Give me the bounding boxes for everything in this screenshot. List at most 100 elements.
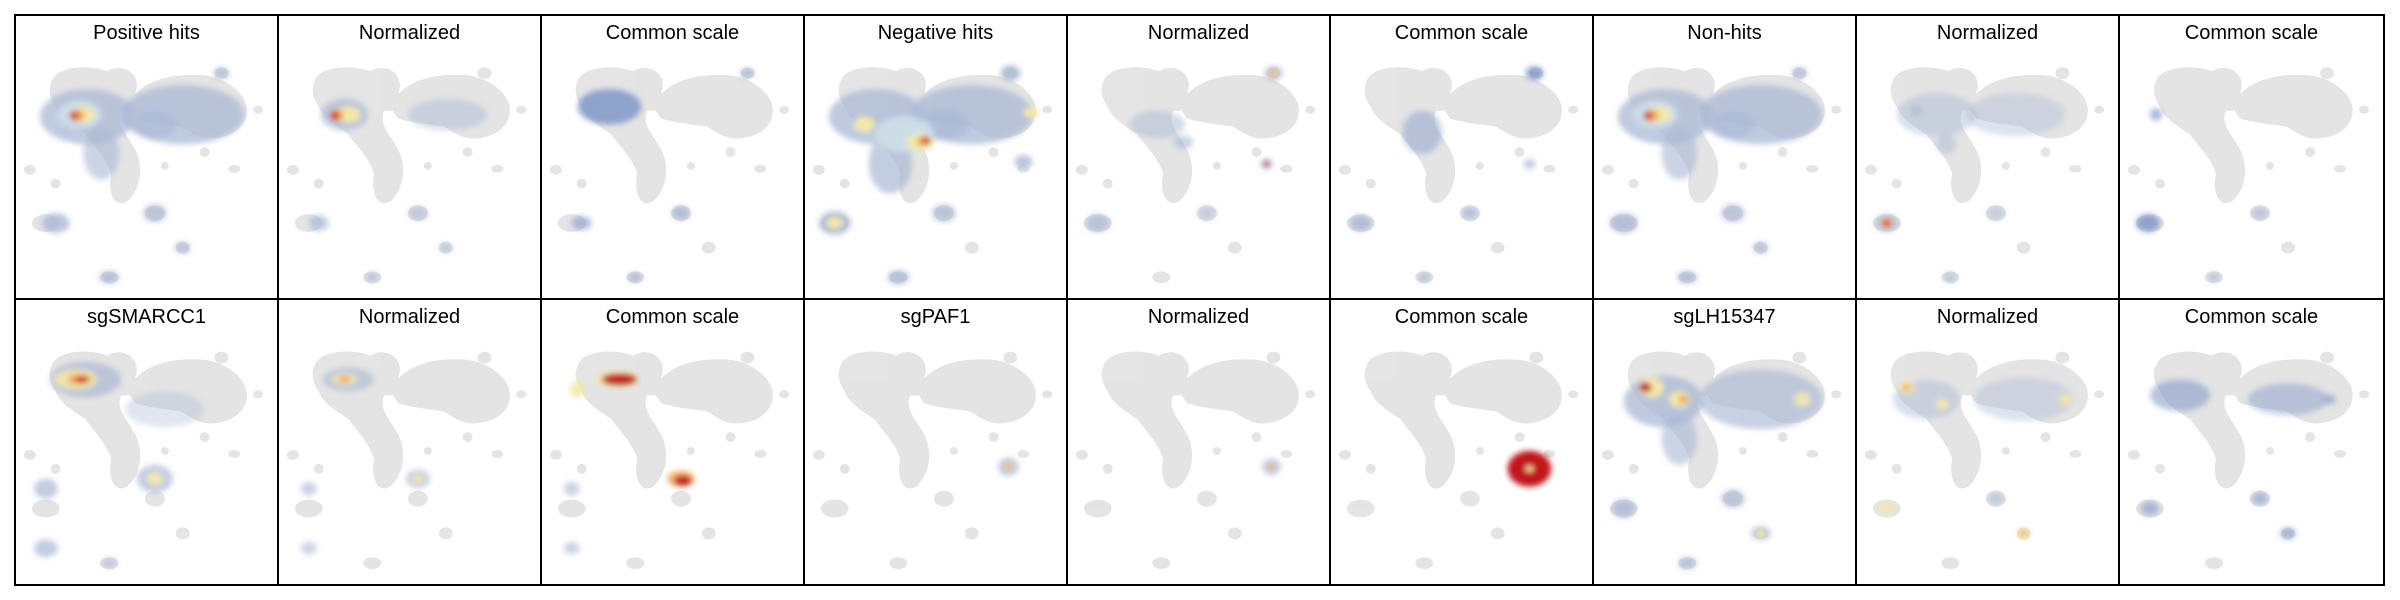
hotspot	[69, 111, 78, 120]
panel-c-common: Common scale	[2120, 16, 2383, 300]
density-plot	[286, 351, 527, 570]
hotspot	[932, 204, 956, 223]
hotspot	[300, 481, 317, 496]
panel-title: Common scale	[2184, 22, 2319, 44]
density-plot	[23, 351, 264, 570]
cell-cloud	[812, 351, 1053, 570]
hotspot	[1523, 158, 1536, 169]
hotspot	[308, 215, 329, 231]
density-hotspots	[300, 367, 430, 555]
hotspot	[1943, 272, 1958, 283]
hotspot	[75, 376, 88, 383]
density-hotspots	[563, 371, 695, 555]
hotspot	[2324, 394, 2336, 405]
hotspot	[1609, 213, 1638, 233]
hotspot	[1263, 160, 1270, 167]
density-hotspots	[2141, 379, 2336, 540]
hotspot	[1987, 206, 2005, 221]
hotspot	[1699, 85, 1823, 145]
panel-title: Common scale	[2184, 306, 2319, 328]
hotspot	[33, 539, 58, 558]
hotspot	[1721, 204, 1745, 223]
hotspot	[1791, 67, 1808, 80]
density-hotspots	[1507, 450, 1552, 487]
hotspot	[1198, 206, 1216, 221]
hotspot	[1752, 241, 1769, 254]
hotspot	[438, 242, 453, 253]
hotspot	[2252, 207, 2268, 220]
hotspot	[411, 474, 424, 483]
hotspot	[121, 85, 245, 145]
panel-d-hits: sgSMARCC1	[16, 300, 279, 584]
density-hotspots	[1085, 66, 1283, 232]
panel-title: Normalized	[1936, 306, 2039, 328]
figure-grid: Positive hits Normalized Common scale Negat…	[14, 14, 2385, 586]
hotspot	[1883, 220, 1890, 227]
panel-a-common: Common scale	[542, 16, 805, 300]
cell-cloud	[2128, 67, 2369, 284]
panel-f-norm: Normalized	[1857, 300, 2120, 584]
density-hotspots	[1611, 369, 1823, 570]
panel-title: Common scale	[1394, 22, 1529, 44]
hotspot	[2252, 492, 2268, 505]
hotspot	[125, 391, 205, 428]
hotspot	[1661, 128, 1698, 180]
hotspot	[143, 204, 167, 223]
hotspot	[2020, 530, 2027, 537]
hotspot	[174, 241, 191, 254]
cell-cloud	[286, 351, 527, 570]
density-hotspots	[33, 361, 205, 569]
hotspot	[1755, 529, 1766, 538]
density-plot	[2128, 67, 2369, 284]
cell-cloud	[1075, 351, 1316, 570]
panel-title: sgPAF1	[900, 306, 971, 328]
panel-title: Normalized	[1147, 22, 1250, 44]
cell-cloud	[549, 67, 790, 284]
hotspot	[1794, 392, 1811, 407]
panel-c-hits: Non-hits	[1594, 16, 1857, 300]
hotspot	[146, 472, 163, 485]
panel-title: Common scale	[605, 306, 740, 328]
density-hotspots	[2136, 108, 2268, 283]
hotspot	[672, 206, 690, 221]
hotspot	[826, 217, 843, 229]
hotspot	[338, 376, 351, 383]
panel-title: Non-hits	[1687, 22, 1762, 44]
hotspot	[41, 213, 70, 233]
density-hotspots	[571, 68, 755, 283]
panel-title: Positive hits	[93, 22, 200, 44]
hotspot	[1910, 105, 1923, 116]
density-hotspots	[998, 457, 1019, 476]
density-plot	[1338, 351, 1579, 570]
hotspot	[1623, 375, 1704, 428]
hotspot	[1987, 492, 2004, 505]
panel-title: Normalized	[1936, 22, 2039, 44]
density-plot	[1601, 67, 1842, 284]
hotspot	[1269, 464, 1274, 469]
hotspot	[213, 67, 230, 80]
hotspot	[1974, 377, 2074, 422]
hotspot	[563, 481, 580, 496]
hotspot	[2059, 394, 2072, 405]
hotspot	[133, 110, 177, 139]
density-plot	[1338, 66, 1579, 284]
hotspot	[1461, 207, 1478, 220]
density-hotspots	[1609, 67, 1823, 284]
hotspot	[2136, 214, 2160, 232]
hotspot	[2150, 108, 2162, 121]
hotspot	[1902, 384, 1911, 391]
hotspot	[101, 558, 118, 569]
panel-e-hits: sgPAF1	[805, 300, 1068, 584]
hotspot	[740, 68, 755, 79]
cell-cloud	[1338, 67, 1579, 284]
hotspot	[922, 137, 931, 144]
panel-e-norm: Normalized	[1068, 300, 1331, 584]
density-plot	[286, 67, 527, 284]
panel-title: sgSMARCC1	[87, 306, 206, 328]
hotspot	[33, 478, 58, 499]
hotspot	[1643, 111, 1652, 120]
hotspot	[2141, 501, 2159, 516]
hotspot	[365, 272, 380, 283]
density-hotspots	[1874, 92, 2066, 283]
panel-c-norm: Normalized	[1857, 16, 2120, 300]
